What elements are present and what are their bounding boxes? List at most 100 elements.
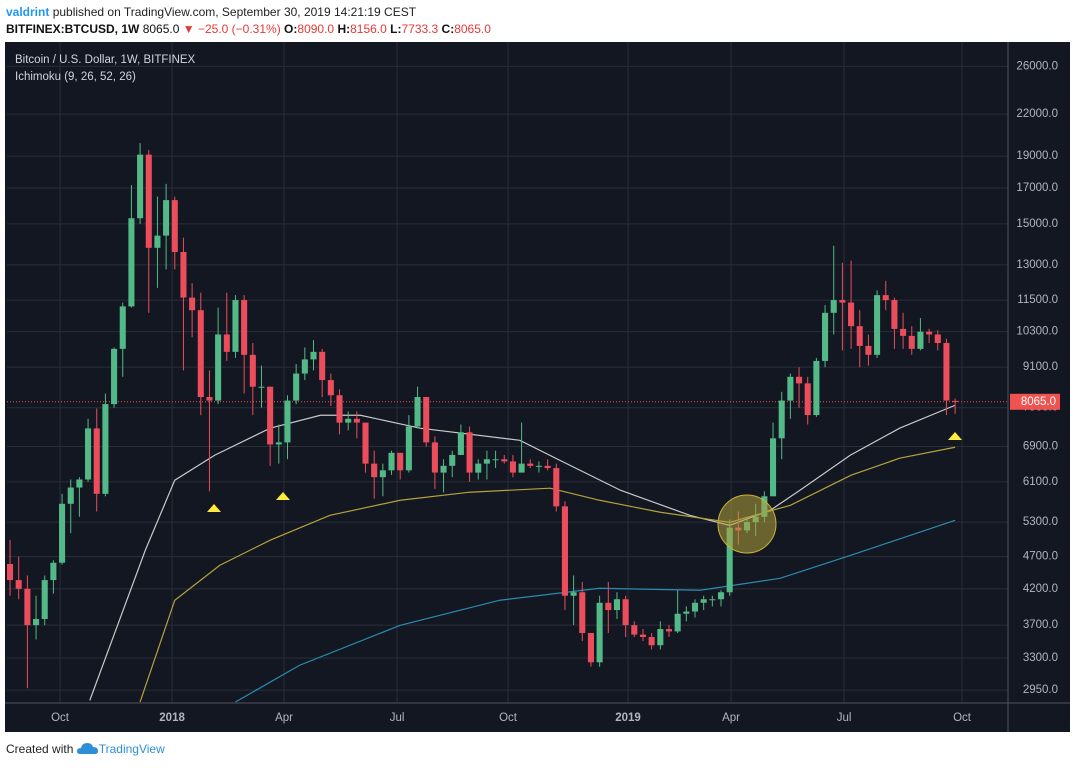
- candle-body: [900, 328, 907, 336]
- candle-body: [830, 300, 837, 313]
- candle-body: [7, 563, 14, 581]
- candle-body: [717, 592, 725, 600]
- price-label-box: [1010, 393, 1060, 410]
- y-tick-label: 4700.0: [1023, 551, 1058, 563]
- candle-body: [67, 487, 74, 504]
- published: published on TradingView.com, September …: [52, 5, 417, 19]
- logo: [76, 743, 98, 754]
- candle-body: [15, 580, 22, 589]
- y-tick-label: 17000.0: [1016, 182, 1058, 194]
- y-tick-label: 19000.0: [1016, 150, 1058, 162]
- candle-body: [535, 465, 542, 467]
- candle-body: [865, 345, 872, 355]
- candle-body: [180, 252, 187, 298]
- y-tick-label: 3300.0: [1023, 652, 1058, 664]
- ohlc-value: 8090.0: [297, 22, 335, 36]
- ohlc-label: L:: [390, 22, 402, 36]
- candle-body: [691, 602, 699, 612]
- x-tick-label: 2018: [159, 712, 185, 724]
- change: −25.0 (−0.31%): [197, 22, 281, 36]
- y-tick-label: 13000.0: [1016, 259, 1058, 271]
- indicator-line: [89, 404, 956, 701]
- candle-body: [501, 459, 508, 462]
- candle-body: [431, 442, 438, 473]
- candle-body: [874, 295, 881, 355]
- candle-body: [119, 306, 126, 349]
- ohlc-label: C:: [441, 22, 455, 36]
- marker: [948, 432, 962, 440]
- change-arrow: ▼: [182, 22, 195, 36]
- candle-body: [787, 376, 794, 401]
- indicator-line: [139, 446, 956, 703]
- x-tick-label: Oct: [51, 712, 70, 724]
- candle-body: [379, 470, 386, 478]
- candle-body: [241, 300, 248, 355]
- candle-body: [796, 376, 803, 384]
- candle-body: [111, 348, 118, 405]
- candle-body: [769, 438, 777, 497]
- symbol: BITFINEX:BTCUSD, 1W: [6, 22, 140, 36]
- candle-body: [345, 418, 352, 423]
- ohlc: O:8090.0 H:8156.0 L:7733.3 C:8065.0: [284, 22, 491, 36]
- y-tick-label: 15000.0: [1016, 218, 1058, 230]
- candle-body: [137, 154, 144, 219]
- candle-body: [362, 422, 369, 464]
- chart: 26000.0 22000.0 19000.0 17000.0 15000.0 13000…: [5, 42, 1070, 732]
- candle-body: [665, 629, 673, 632]
- candle-body: [553, 468, 560, 507]
- candle-body: [336, 395, 343, 423]
- candle-body: [414, 397, 421, 427]
- candle-body: [284, 400, 291, 443]
- candle-body: [891, 300, 898, 329]
- candle-body: [33, 619, 40, 626]
- candle-body: [223, 334, 230, 352]
- candle-body: [249, 354, 256, 387]
- candle-body: [267, 386, 274, 445]
- candle-body: [813, 360, 820, 416]
- candle-body: [388, 452, 395, 471]
- candle-body: [232, 300, 239, 352]
- candle-body: [596, 602, 603, 663]
- candle-body: [570, 592, 577, 596]
- candle-body: [197, 310, 204, 398]
- indicator-line: [235, 519, 956, 703]
- marker: [207, 504, 221, 512]
- brand[interactable]: TradingView: [98, 742, 165, 756]
- candle-body: [509, 461, 516, 473]
- candle-body: [882, 295, 889, 301]
- indicator-label: Ichimoku (9, 26, 52, 26): [15, 71, 136, 83]
- candle-body: [700, 599, 707, 603]
- candle-body: [154, 235, 161, 248]
- candle-body: [215, 334, 222, 401]
- candle-body: [926, 331, 933, 335]
- candle-body: [709, 599, 716, 601]
- candle-body: [301, 359, 308, 374]
- candle-body: [839, 300, 846, 303]
- candle-body: [579, 592, 586, 634]
- candle-body: [631, 625, 638, 635]
- ohlc-value: 7733.3: [401, 22, 439, 36]
- candle-body: [327, 380, 334, 396]
- candle-body: [449, 454, 456, 466]
- footer-text: Created with: [6, 742, 74, 756]
- y-tick-label: 6100.0: [1023, 476, 1058, 488]
- candle-body: [518, 463, 525, 473]
- candle-body: [648, 637, 655, 646]
- chart-background: [5, 42, 1070, 732]
- candle-body: [423, 397, 430, 443]
- candle-body: [587, 633, 594, 663]
- x-tick-label: Jul: [390, 712, 405, 724]
- candle-body: [353, 418, 360, 423]
- candle-body: [527, 463, 534, 466]
- y-tick-label: 22000.0: [1016, 108, 1058, 120]
- candle-body: [371, 463, 378, 478]
- candle-body: [674, 613, 681, 632]
- publish-line: valdrint published on TradingView.com, S…: [6, 5, 416, 19]
- candle-body: [163, 200, 170, 236]
- candle-body: [492, 459, 499, 461]
- ohlc-value: 8065.0: [454, 22, 491, 36]
- candle-body: [76, 479, 83, 488]
- x-tick-label: Oct: [953, 712, 972, 724]
- author[interactable]: valdrint: [6, 5, 50, 19]
